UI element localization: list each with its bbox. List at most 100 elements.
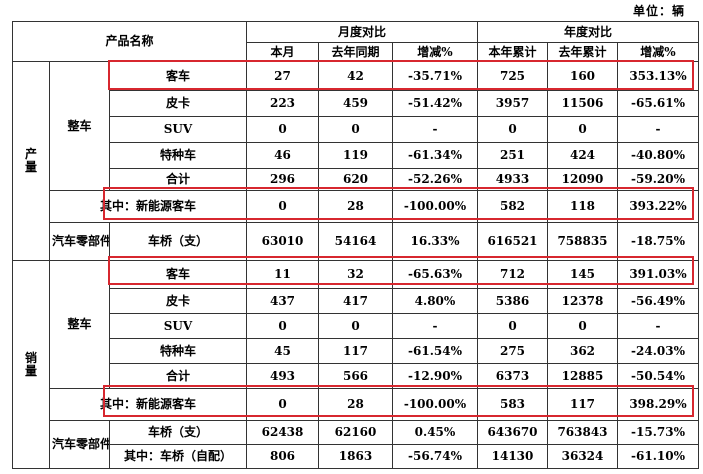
cell: -65.63% (392, 260, 478, 289)
header-col-last-ytd: 去年累计 (547, 42, 618, 62)
cell: 296 (246, 168, 319, 191)
table-row: 其中：新能源客车 0 28 -100.00% 583 117 398.29% (13, 388, 699, 421)
cell: 763843 (547, 420, 618, 445)
row-name: SUV (109, 313, 247, 339)
cell: -12.90% (392, 363, 478, 389)
cell: 493 (246, 363, 319, 389)
cell: 119 (318, 142, 393, 169)
cell: 223 (246, 90, 319, 117)
cell: 45 (246, 338, 319, 364)
cell: 3957 (477, 90, 548, 117)
cell: 36324 (547, 444, 618, 469)
production-sales-table: 产品名称 月度对比 年度对比 本月 去年同期 增减% 本年累计 去年累计 增减%… (12, 21, 699, 469)
cell: 758835 (547, 222, 618, 261)
cell: 14130 (477, 444, 548, 469)
cell: 117 (318, 338, 393, 364)
row-name: 皮卡 (109, 288, 247, 314)
table-row: 特种车 45 117 -61.54% 275 362 -24.03% (13, 338, 699, 364)
cell: 712 (477, 260, 548, 289)
header-monthly-group: 月度对比 (246, 21, 478, 43)
cell: 393.22% (617, 190, 699, 223)
cell: 616521 (477, 222, 548, 261)
cell: 582 (477, 190, 548, 223)
cell: 362 (547, 338, 618, 364)
cell: 398.29% (617, 388, 699, 421)
cell: 0 (318, 313, 393, 339)
row-name: 客车 (109, 260, 247, 289)
cell: 62160 (318, 420, 393, 445)
cell: 117 (547, 388, 618, 421)
row-name: 客车 (109, 61, 247, 91)
cell: -59.20% (617, 168, 699, 191)
cell: 806 (246, 444, 319, 469)
cell: -18.75% (617, 222, 699, 261)
table-row: 汽车零部件 车桥（支） 63010 54164 16.33% 616521 75… (13, 222, 699, 261)
header-col-monthly-change: 增减% (392, 42, 478, 62)
cell: 0 (477, 313, 548, 339)
cell: -100.00% (392, 190, 478, 223)
cell: 353.13% (617, 61, 699, 91)
cell: 424 (547, 142, 618, 169)
cell: 12090 (547, 168, 618, 191)
sales-parts-group: 汽车零部件 (49, 420, 110, 469)
table-row: 汽车零部件 车桥（支） 62438 62160 0.45% 643670 763… (13, 420, 699, 469)
cell: 417 (318, 288, 393, 314)
row-name: 特种车 (109, 338, 247, 364)
cell: 160 (547, 61, 618, 91)
table-row: 产 量 整车 客车 27 42 -35.71% 725 160 353.13% (12, 61, 699, 261)
header-col-current-month: 本月 (246, 42, 319, 62)
table-row: 销 量 整车 客车 11 32 -65.63% 712 145 391.03% (12, 260, 699, 469)
cell: 566 (318, 363, 393, 389)
cell: -35.71% (392, 61, 478, 91)
cell: 437 (246, 288, 319, 314)
cell: 0 (246, 313, 319, 339)
cell: 0 (246, 388, 319, 421)
cell: 63010 (246, 222, 319, 261)
cell: 0 (477, 116, 548, 143)
row-name: 合计 (109, 168, 247, 191)
cell: 5386 (477, 288, 548, 314)
cell: 11506 (547, 90, 618, 117)
table-row: 合计 296 620 -52.26% 4933 12090 -59.20% (13, 168, 699, 191)
cell: 46 (246, 142, 319, 169)
table-row: 其中：车桥（自配） 806 1863 -56.74% 14130 36324 -… (13, 444, 699, 469)
cell: - (617, 116, 699, 143)
header-col-yearly-change: 增减% (617, 42, 699, 62)
cell: 620 (318, 168, 393, 191)
cell: -52.26% (392, 168, 478, 191)
sales-vehicle-group: 整车 (49, 260, 110, 389)
cell: -61.10% (617, 444, 699, 469)
cell: 583 (477, 388, 548, 421)
cell: 28 (318, 190, 393, 223)
cell: 28 (318, 388, 393, 421)
cell: 459 (318, 90, 393, 117)
cell: 0 (318, 116, 393, 143)
cell: -61.54% (392, 338, 478, 364)
header-yearly-group: 年度对比 (477, 21, 699, 43)
cell: -15.73% (617, 420, 699, 445)
cell: 4933 (477, 168, 548, 191)
table-row: 皮卡 223 459 -51.42% 3957 11506 -65.61% (13, 90, 699, 117)
cell: 643670 (477, 420, 548, 445)
header-product-name: 产品名称 (12, 21, 247, 62)
cell: 27 (246, 61, 319, 91)
table-row: 合计 493 566 -12.90% 6373 12885 -50.54% (13, 363, 699, 389)
row-name: 其中：新能源客车 (49, 388, 247, 421)
cell: 725 (477, 61, 548, 91)
unit-label: 单位：辆 (632, 4, 685, 18)
cell: 12378 (547, 288, 618, 314)
table-row: SUV 0 0 - 0 0 - (13, 313, 699, 339)
header-col-last-year-same-period: 去年同期 (318, 42, 393, 62)
table-row: SUV 0 0 - 0 0 - (13, 116, 699, 143)
row-name: 车桥（支） (109, 420, 247, 445)
cell: 42 (318, 61, 393, 91)
cell: 0 (246, 190, 319, 223)
cell: 391.03% (617, 260, 699, 289)
cell: 54164 (318, 222, 393, 261)
cell: 4.80% (392, 288, 478, 314)
cell: -24.03% (617, 338, 699, 364)
production-parts-group: 汽车零部件 (49, 222, 110, 261)
row-name: 皮卡 (109, 90, 247, 117)
cell: -56.74% (392, 444, 478, 469)
section-production: 产 量 (12, 61, 50, 261)
